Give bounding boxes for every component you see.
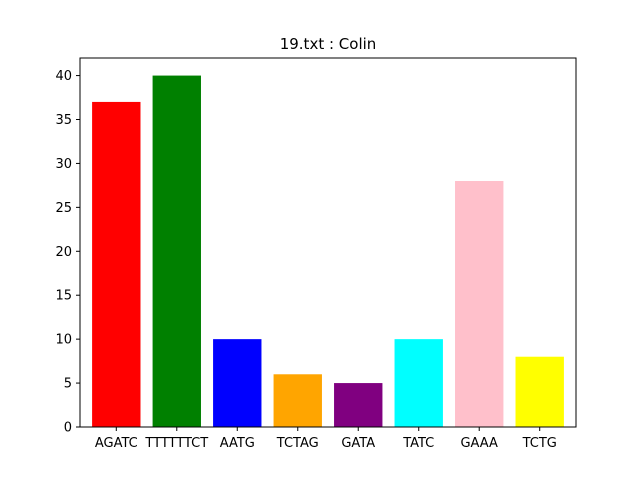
y-tick-label: 35 xyxy=(55,113,72,128)
x-tick-label: TCTG xyxy=(522,436,557,451)
bar-gaaa xyxy=(455,181,504,427)
x-tick-label: AGATC xyxy=(95,436,138,451)
bar-tatc xyxy=(394,339,443,427)
y-tick-label: 20 xyxy=(55,245,72,260)
y-tick-label: 15 xyxy=(55,289,72,304)
x-tick-label: GATA xyxy=(341,436,375,451)
y-tick-label: 25 xyxy=(55,201,72,216)
y-tick-label: 5 xyxy=(64,377,72,392)
bar-aatg xyxy=(213,339,262,427)
x-tick-label: TCTAG xyxy=(276,436,319,451)
bar-tctg xyxy=(515,356,564,427)
bar-ttttttct xyxy=(152,75,201,428)
x-tick-label: TTTTTTCT xyxy=(144,436,208,451)
y-axis: 0 5 10 15 20 25 30 35 40 xyxy=(55,69,80,436)
bar-tctag xyxy=(273,374,322,427)
x-axis: AGATC TTTTTTCT AATG TCTAG GATA TATC GAAA TCTG xyxy=(95,427,557,451)
x-tick-label: TATC xyxy=(402,436,434,451)
x-tick-label: AATG xyxy=(220,436,255,451)
bar-agatc xyxy=(92,101,141,427)
bars-group xyxy=(92,75,564,428)
bar-gata xyxy=(334,383,383,427)
y-tick-label: 40 xyxy=(55,69,72,84)
y-tick-label: 10 xyxy=(55,333,72,348)
x-tick-label: GAAA xyxy=(460,436,498,451)
y-tick-label: 0 xyxy=(64,421,72,436)
y-tick-label: 30 xyxy=(55,157,72,172)
plot-frame xyxy=(79,57,577,428)
chart-title: 19.txt : Colin xyxy=(280,35,377,53)
